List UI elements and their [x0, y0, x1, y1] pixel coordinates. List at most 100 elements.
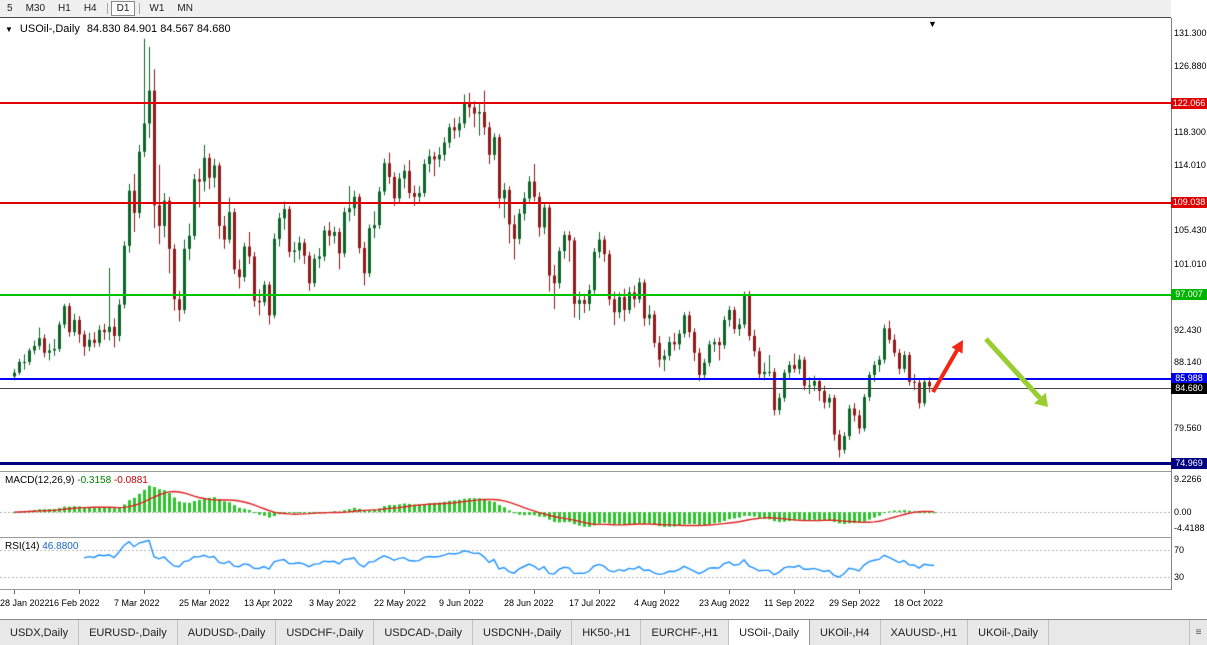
macd-indicator-chart[interactable]	[0, 472, 1171, 537]
pane-separator[interactable]	[0, 537, 1207, 538]
time-axis-tick	[79, 590, 80, 594]
price-badge: 122.066	[1171, 97, 1207, 109]
macd-main-value: -0.3158	[77, 475, 112, 486]
price-axis-label: 105.430	[1174, 225, 1207, 236]
timeframe-button-h4[interactable]: H4	[83, 3, 97, 14]
price-badge: 97.007	[1171, 289, 1207, 301]
bullish-arrow[interactable]	[931, 340, 963, 393]
pane-separator[interactable]	[0, 471, 1207, 472]
time-axis-label: 22 May 2022	[374, 598, 427, 608]
time-axis-label: 13 Apr 2022	[244, 598, 293, 608]
time-axis-label: 4 Aug 2022	[634, 598, 680, 608]
rsi-axis-label: 30	[1174, 572, 1185, 583]
resistance-line-mid[interactable]	[0, 201, 1171, 204]
support-line-blue[interactable]	[0, 377, 1171, 380]
chart-tab-ukoil-daily[interactable]: UKOil-,Daily	[968, 620, 1050, 645]
time-axis-label: 7 Mar 2022	[114, 598, 160, 608]
price-badge: 74.969	[1171, 457, 1207, 469]
price-axis[interactable]: 131.300 126.880 118.300 114.010 105.430 101.0…	[1171, 0, 1207, 590]
timeframe-button-m30[interactable]: M30	[25, 3, 46, 14]
price-badge: 109.038	[1171, 197, 1207, 209]
chart-tab-hk50-h1[interactable]: HK50-,H1	[572, 620, 642, 645]
time-axis-tick	[729, 590, 730, 594]
time-axis-label: 28 Jun 2022	[504, 598, 554, 608]
timeframe-button-d1[interactable]: D1	[110, 1, 136, 16]
level-line-green[interactable]	[0, 293, 1171, 296]
time-axis-label: 3 May 2022	[309, 598, 357, 608]
rsi-axis-label: 70	[1174, 544, 1185, 555]
time-axis-tick	[924, 590, 925, 594]
rsi-indicator-chart[interactable]	[0, 538, 1171, 589]
time-axis-label: 25 Mar 2022	[179, 598, 230, 608]
price-axis-divider	[1171, 18, 1172, 590]
chart-shift-marker-icon[interactable]: ▼	[928, 19, 937, 29]
time-axis-label: 18 Oct 2022	[894, 598, 944, 608]
time-axis-tick	[599, 590, 600, 594]
support-line-navy[interactable]	[0, 461, 1171, 465]
time-axis-label: 11 Sep 2022	[764, 598, 815, 608]
chart-tab-eurchf-h1[interactable]: EURCHF-,H1	[641, 620, 730, 645]
pane-separator[interactable]	[0, 589, 1207, 590]
time-axis-tick	[664, 590, 665, 594]
price-axis-label: 114.010	[1174, 159, 1206, 170]
toolbar-separator	[139, 3, 141, 14]
time-axis-label: 23 Aug 2022	[699, 598, 750, 608]
time-axis-tick	[339, 590, 340, 594]
chart-tab-usdchf-daily[interactable]: USDCHF-,Daily	[276, 620, 375, 645]
axis-corner	[1171, 590, 1207, 619]
price-axis-label: 131.300	[1174, 27, 1207, 38]
chart-title: ▼ USOil-,Daily 84.830 84.901 84.567 84.6…	[5, 23, 231, 35]
chart-tab-usoil-daily[interactable]: USOil-,Daily	[729, 620, 811, 645]
chart-ohlc-values: 84.830 84.901 84.567 84.680	[86, 23, 231, 35]
timeframe-button-h1[interactable]: H1	[58, 3, 71, 14]
current-price-line[interactable]	[0, 388, 1171, 390]
time-axis-label: 9 Jun 2022	[439, 598, 484, 608]
time-axis-label: 29 Sep 2022	[829, 598, 881, 608]
macd-axis-label: -4.4188	[1174, 523, 1205, 534]
chart-symbol-label: USOil-,Daily	[19, 23, 80, 35]
time-axis-tick	[209, 590, 210, 594]
chart-tab-eurusd-daily[interactable]: EURUSD-,Daily	[79, 620, 178, 645]
chart-tab-ukoil-h4[interactable]: UKOil-,H4	[810, 620, 881, 645]
time-axis-label: 17 Jul 2022	[569, 598, 616, 608]
price-badge: 85.988	[1171, 373, 1207, 385]
main-price-chart[interactable]	[0, 18, 1171, 472]
price-axis-label: 92.430	[1174, 324, 1202, 335]
time-axis-tick	[859, 590, 860, 594]
price-axis-label: 126.880	[1174, 61, 1207, 72]
chart-tab-usdx-daily[interactable]: USDX,Daily	[0, 620, 80, 645]
price-axis-label: 101.010	[1174, 259, 1207, 269]
chart-tab-usdcad-daily[interactable]: USDCAD-,Daily	[374, 620, 473, 645]
rsi-value: 46.8800	[42, 541, 79, 552]
tab-list-menu-icon[interactable]: ≡	[1189, 620, 1207, 645]
time-axis[interactable]: 28 Jan 2022 16 Feb 2022 7 Mar 2022 25 Mar 2…	[0, 590, 1171, 619]
time-axis-label: 16 Feb 2022	[49, 598, 100, 608]
resistance-line-upper[interactable]	[0, 102, 1171, 105]
time-axis-tick	[794, 590, 795, 594]
time-axis-tick	[469, 590, 470, 594]
symbol-dropdown-icon[interactable]: ▼	[5, 24, 13, 34]
timeframe-toolbar: 5 M30 H1 H4 D1 W1 MN	[0, 0, 1207, 18]
macd-signal-value: -0.0881	[113, 475, 148, 486]
timeframe-button-mn[interactable]: MN	[177, 3, 193, 14]
time-axis-tick	[274, 590, 275, 594]
time-axis-tick	[534, 590, 535, 594]
arrow-annotations-layer	[931, 337, 1048, 407]
time-axis-tick	[144, 590, 145, 594]
time-axis-label: 28 Jan 2022	[0, 598, 50, 608]
price-axis-label: 118.300	[1174, 126, 1206, 137]
chart-tab-audusd-daily[interactable]: AUDUSD-,Daily	[177, 620, 277, 645]
macd-axis-label: 9.2266	[1174, 473, 1202, 484]
toolbar-separator	[106, 3, 108, 14]
timeframe-button-5[interactable]: 5	[7, 3, 13, 14]
macd-label: MACD(12,26,9) -0.3158 -0.0881	[5, 475, 148, 486]
macd-axis-label: 0.00	[1174, 507, 1192, 518]
timeframe-button-w1[interactable]: W1	[149, 3, 165, 14]
rsi-label: RSI(14) 46.8800	[5, 541, 79, 552]
chart-tab-usdcnh-daily[interactable]: USDCNH-,Daily	[472, 620, 573, 645]
price-axis-label: 79.560	[1174, 423, 1202, 433]
bearish-arrow[interactable]	[984, 337, 1048, 407]
chart-tab-xauusd-h1[interactable]: XAUUSD-,H1	[880, 620, 969, 645]
time-axis-tick	[14, 590, 15, 594]
